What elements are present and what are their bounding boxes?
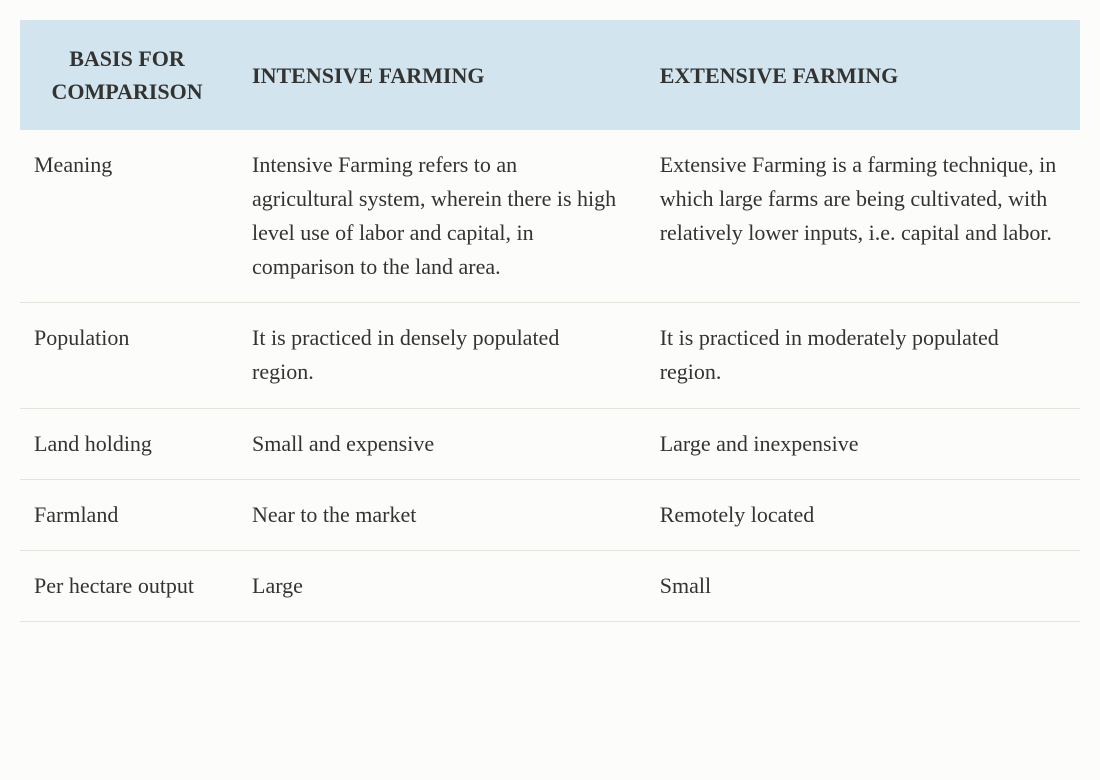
column-header-extensive: EXTENSIVE FARMING	[642, 20, 1080, 130]
cell-intensive: Intensive Farming refers to an agricultu…	[234, 130, 642, 303]
cell-basis: Per hectare output	[20, 550, 234, 621]
cell-intensive: Large	[234, 550, 642, 621]
table-header: BASIS FOR COMPARISON INTENSIVE FARMING E…	[20, 20, 1080, 130]
table-body: Meaning Intensive Farming refers to an a…	[20, 130, 1080, 621]
cell-basis: Farmland	[20, 479, 234, 550]
column-header-basis: BASIS FOR COMPARISON	[20, 20, 234, 130]
cell-basis: Land holding	[20, 408, 234, 479]
table-row: Population It is practiced in densely po…	[20, 303, 1080, 408]
table-row: Farmland Near to the market Remotely loc…	[20, 479, 1080, 550]
column-header-intensive: INTENSIVE FARMING	[234, 20, 642, 130]
cell-extensive: Extensive Farming is a farming technique…	[642, 130, 1080, 303]
cell-extensive: It is practiced in moderately populated …	[642, 303, 1080, 408]
table-row: Land holding Small and expensive Large a…	[20, 408, 1080, 479]
comparison-table: BASIS FOR COMPARISON INTENSIVE FARMING E…	[20, 20, 1080, 622]
cell-extensive: Large and inexpensive	[642, 408, 1080, 479]
cell-extensive: Remotely located	[642, 479, 1080, 550]
cell-intensive: Near to the market	[234, 479, 642, 550]
table-row: Meaning Intensive Farming refers to an a…	[20, 130, 1080, 303]
cell-basis: Population	[20, 303, 234, 408]
cell-basis: Meaning	[20, 130, 234, 303]
cell-intensive: Small and expensive	[234, 408, 642, 479]
cell-extensive: Small	[642, 550, 1080, 621]
table-row: Per hectare output Large Small	[20, 550, 1080, 621]
cell-intensive: It is practiced in densely populated reg…	[234, 303, 642, 408]
